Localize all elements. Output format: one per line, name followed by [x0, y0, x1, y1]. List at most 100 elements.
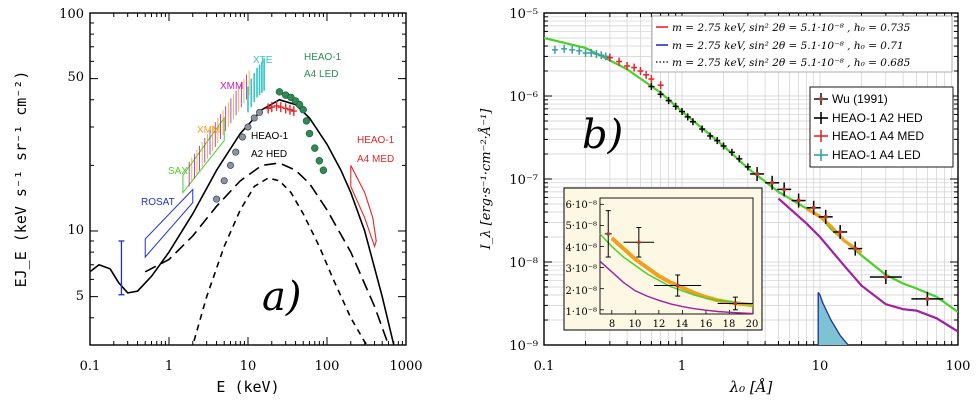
panel-b-chart: 0.1 1 10 100 10⁻⁵ 10⁻⁶ 10⁻⁷ 10⁻⁸ 10⁻⁹ λ₀… — [478, 7, 970, 396]
a-x-axis-title: E (keV) — [216, 378, 279, 396]
b-model-legend-label: m = 2.75 keV, sin² 2θ = 5.1·10⁻⁸ , h₀ = … — [672, 22, 911, 34]
b-ytick-label: 10⁻⁶ — [509, 90, 538, 105]
b-ytick-label: 10⁻⁵ — [509, 7, 538, 22]
b-wu1991-dot — [811, 205, 816, 210]
b-inset-ytick-label: 3·10⁻⁸ — [565, 264, 597, 275]
a-xtick-label: 10 — [240, 359, 257, 374]
a-heao-a4led-point — [295, 100, 304, 109]
b-shaded-region — [818, 292, 849, 345]
b-inset-ytick-label: 2·10⁻⁸ — [565, 286, 597, 297]
a-heao-a4led-point — [275, 88, 284, 96]
a-ann-rosat: ROSAT — [141, 197, 175, 208]
b-xtick-label: 1 — [678, 359, 686, 374]
a-ytick-label: 10 — [67, 223, 84, 238]
b-data-legend-dot-wu — [819, 97, 823, 101]
a-asca-point — [220, 177, 228, 185]
panel-b-markers — [551, 44, 944, 306]
b-ytick-label: 10⁻⁸ — [509, 256, 538, 271]
b-inset-ytick-label: 4·10⁻⁸ — [565, 243, 597, 254]
b-inset-xtick-label: 14 — [676, 319, 689, 330]
b-data-legend-label: HEAO-1 A4 LED — [832, 148, 921, 162]
b-inset-xtick-label: 20 — [746, 319, 759, 330]
a-asca-point — [226, 161, 234, 169]
a-series-longdash — [144, 162, 390, 345]
b-xtick-label: 10 — [812, 359, 829, 374]
a-xtick-label: 100 — [315, 359, 340, 374]
a-ann-heao1-a4med-2: A4 MED — [357, 154, 394, 165]
a-xtick-label: 1000 — [389, 359, 422, 374]
b-wu1991-dot — [823, 214, 828, 219]
a-ann-heao1-a4led-1: HEAO-1 — [304, 52, 342, 63]
b-wu1991-dot — [838, 229, 843, 234]
a-ytick-label: 50 — [67, 70, 84, 85]
a-series-dash — [192, 177, 369, 345]
b-inset-background — [563, 187, 763, 331]
a-ann-xte: XTE — [253, 55, 273, 66]
a-ann-xmm-lower: XMM — [197, 125, 220, 136]
b-inset-xtick-label: 18 — [723, 319, 736, 330]
b-data-legend-label: HEAO-1 A4 MED — [832, 129, 924, 143]
b-inset-point-dot — [675, 283, 680, 288]
a-heao-a4med-box — [350, 165, 377, 249]
a-ytick-label: 100 — [59, 7, 84, 22]
a-ytick-label: 5 — [76, 289, 84, 304]
b-inset-plot-frame — [599, 197, 754, 315]
a-series-solid — [90, 98, 395, 345]
a-ann-heao1-a4med-1: HEAO-1 — [357, 135, 395, 146]
a-ann-heao1-a4led-2: A4 LED — [304, 69, 338, 80]
b-ytick-label: 10⁻⁷ — [509, 173, 538, 188]
b-inset-xtick-label: 10 — [629, 319, 642, 330]
b-data-legend-label: HEAO-1 A2 HED — [832, 111, 923, 125]
panel-a-ticks — [89, 12, 407, 346]
b-inset-xtick-label: 12 — [653, 319, 666, 330]
a-ann-sax: SAX — [168, 166, 188, 177]
panel-a-markers — [118, 58, 377, 296]
b-inset-content — [599, 203, 754, 315]
b-series-orange-model — [805, 207, 863, 254]
b-data-legend-marker-a4led — [814, 149, 828, 161]
b-inset-ytick-label: 5·10⁻⁸ — [565, 221, 597, 232]
a-xtick-label: 1 — [165, 359, 173, 374]
b-inset-point-dot — [606, 232, 611, 236]
b-model-legend: m = 2.75 keV, sin² 2θ = 5.1·10⁻⁸ , h₀ = … — [651, 15, 953, 73]
a-asca-point — [213, 195, 221, 203]
a-heao-a4led-point — [305, 129, 314, 138]
b-shaded-edge — [817, 292, 849, 345]
b-wu1991-dot — [755, 171, 760, 176]
b-data-legend-marker-a2hed — [814, 112, 828, 124]
b-y-axis-title: I_λ [erg·s⁻¹·cm⁻²·Å⁻¹] — [478, 108, 494, 251]
b-xtick-label: 100 — [946, 359, 971, 374]
b-model-legend-box — [651, 15, 953, 73]
a-sax-band — [182, 116, 225, 195]
b-series-purple-model — [777, 197, 958, 333]
a-asca-point — [250, 114, 258, 122]
b-inset-purple-line — [599, 260, 754, 315]
a-y-axis-title: EJ_E (keV s⁻¹ sr⁻¹ cm⁻²) — [12, 71, 30, 288]
panel-a-series — [90, 98, 395, 345]
b-inset-ytick-label: 6·10⁻⁸ — [565, 200, 597, 211]
a-rosat-band — [144, 188, 194, 259]
b-wu1991-dot — [782, 187, 787, 192]
a-heao-a4led-point — [311, 144, 319, 152]
b-data-legend-box — [809, 86, 954, 168]
b-wu1991-dot — [770, 180, 775, 185]
b-wu1991-dot — [883, 274, 888, 279]
b-inset-xtick-label: 8 — [609, 319, 615, 330]
a-asca-point — [238, 133, 246, 141]
a-panel-label: a) — [262, 274, 301, 320]
b-inset-xtick-label: 16 — [700, 319, 713, 330]
b-inset: 8 10 12 14 16 18 20 6·10⁻⁸ 5·10⁻⁸ 4·10⁻⁸… — [563, 187, 763, 331]
a-asca-point — [232, 148, 240, 156]
b-data-legend-label: Wu (1991) — [832, 92, 888, 106]
panel-b-series — [544, 36, 958, 345]
a-heao-a4led-point — [302, 117, 311, 125]
a-heao-a4led-point — [319, 166, 328, 174]
b-wu1991-dot — [925, 296, 930, 301]
a-asca-point — [256, 108, 264, 116]
b-x-axis-title: λ₀ [Å] — [729, 378, 773, 396]
panel-a-frame — [89, 12, 407, 346]
b-inset-ytick-label: 1·10⁻⁸ — [565, 307, 597, 318]
b-inset-green-line — [599, 233, 754, 306]
b-data-legend: Wu (1991) HEAO-1 A2 HED HEAO-1 A4 MED HE… — [809, 86, 954, 168]
b-inset-point-dot — [637, 240, 641, 245]
